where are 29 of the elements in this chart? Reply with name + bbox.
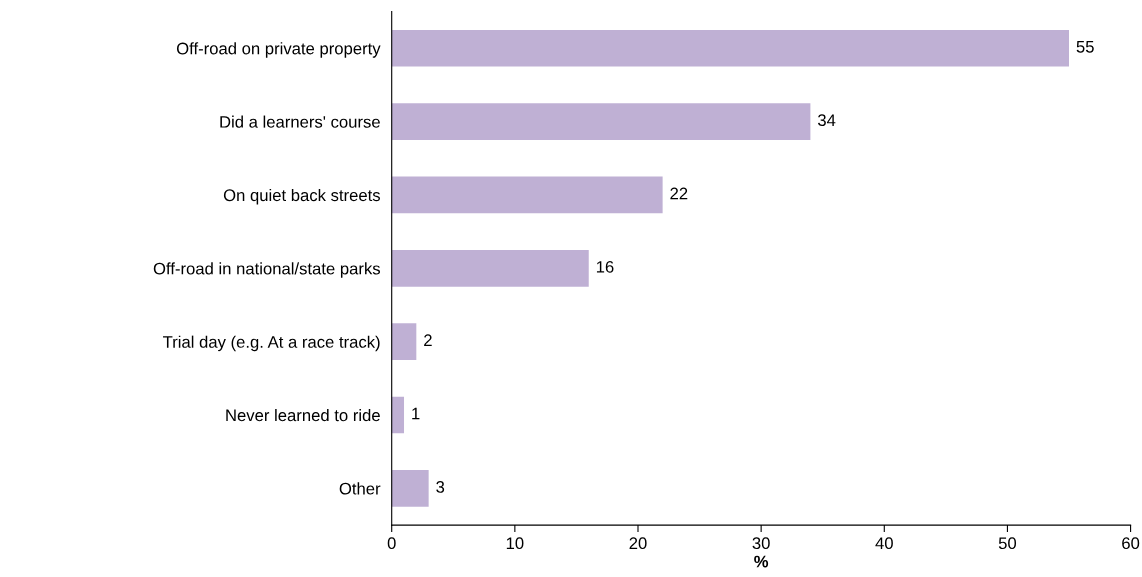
bar xyxy=(391,249,589,287)
bar xyxy=(391,323,417,361)
x-tick-label: 10 xyxy=(506,537,524,550)
bar xyxy=(391,29,1070,67)
bar xyxy=(391,470,429,507)
y-tick-label: Off-road in national/state parks xyxy=(153,262,381,278)
data-label: 22 xyxy=(670,187,688,200)
y-tick-label: Never learned to ride xyxy=(226,408,380,422)
x-tick-label: 0 xyxy=(387,537,396,550)
bar xyxy=(391,176,663,214)
y-tick-label: Trial day (e.g. At a race track) xyxy=(163,335,380,352)
x-tick-label: 50 xyxy=(998,537,1017,550)
data-label: 55 xyxy=(1076,41,1094,53)
data-label: 3 xyxy=(436,481,445,493)
x-tick-label: 20 xyxy=(629,537,647,550)
y-tick-label: Off-road on private property xyxy=(176,42,381,58)
y-tick-label: Did a learners' course xyxy=(220,115,380,128)
data-label: 16 xyxy=(596,260,614,273)
data-label: 34 xyxy=(817,114,836,127)
y-tick-label: On quiet back streets xyxy=(223,188,380,205)
x-tick-label: 40 xyxy=(875,537,893,550)
data-label: 1 xyxy=(412,407,420,420)
y-tick-label: Other xyxy=(339,482,381,495)
data-label: 2 xyxy=(424,334,432,346)
x-tick-label: 60 xyxy=(1122,537,1140,550)
bar xyxy=(391,396,405,434)
bar xyxy=(391,103,811,140)
x-axis-title: % xyxy=(754,555,769,568)
x-tick-label: 30 xyxy=(752,537,770,550)
